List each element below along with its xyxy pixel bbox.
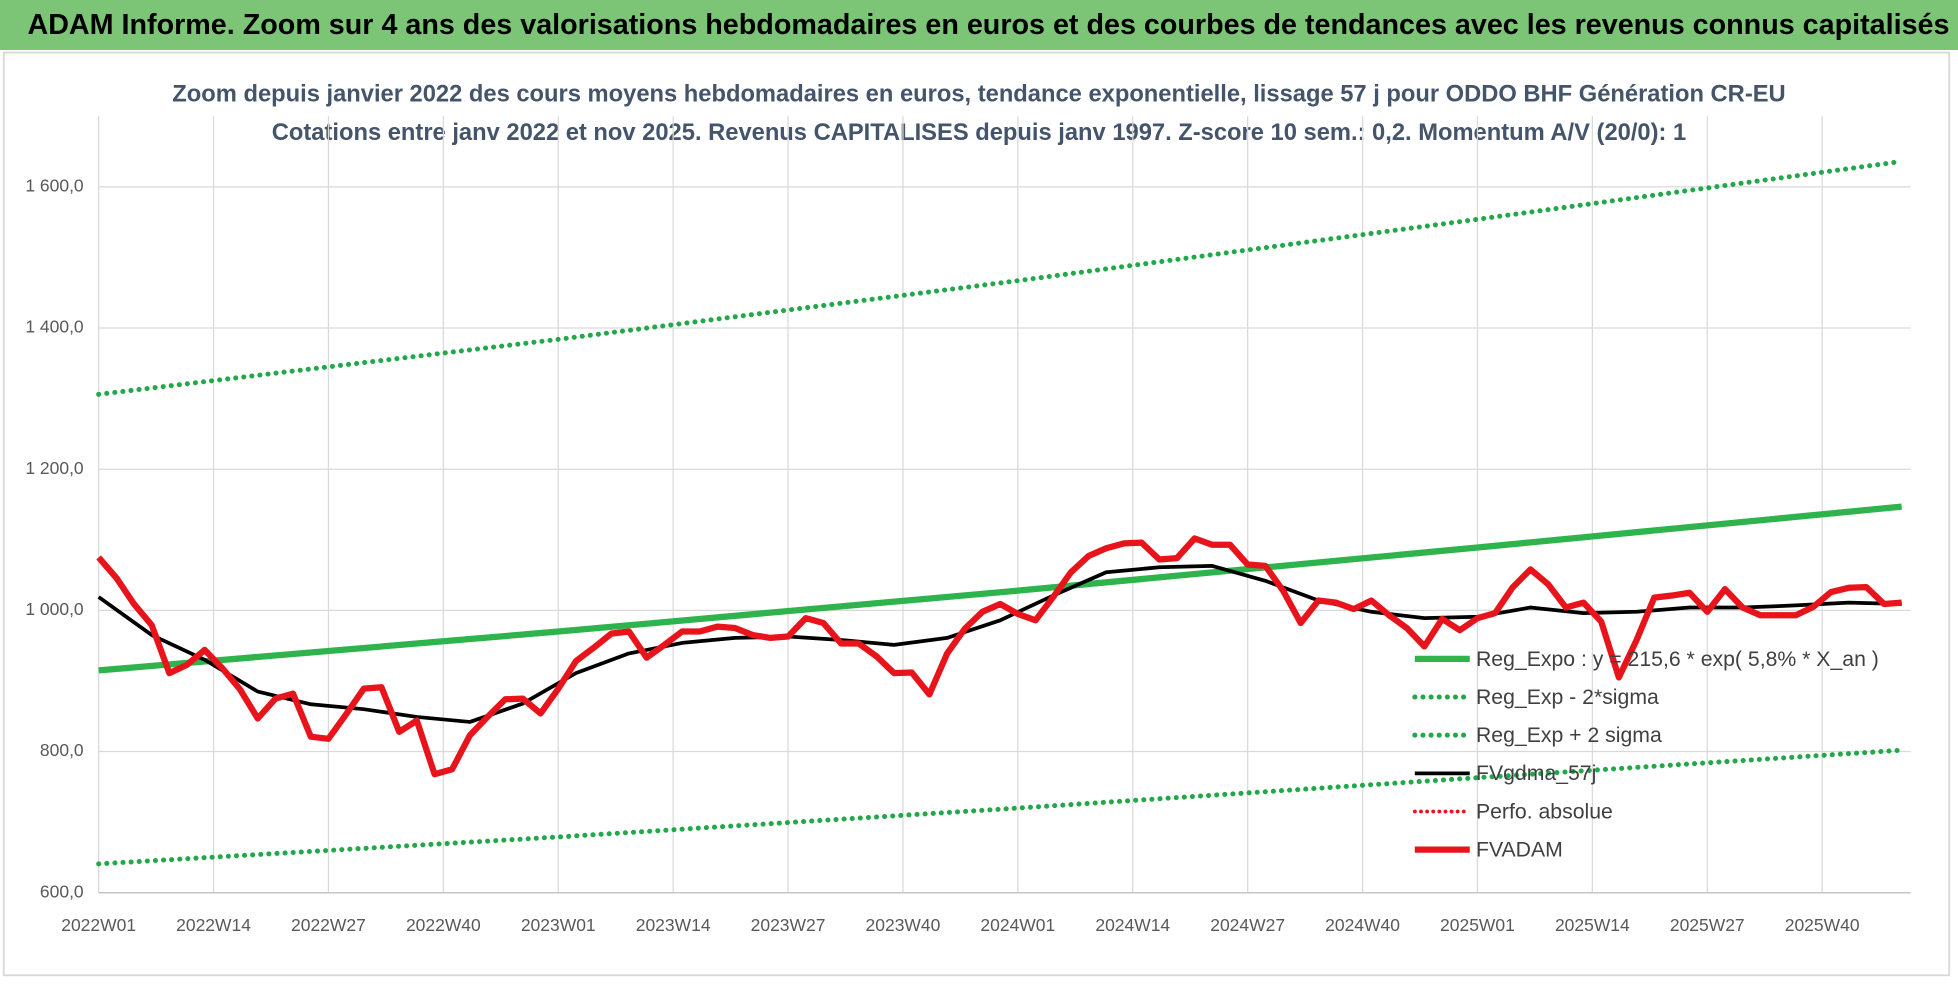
legend-label: Perfo. absolue	[1476, 799, 1613, 823]
x-tick-label: 2024W40	[1325, 915, 1400, 935]
legend-label: Reg_Exp - 2*sigma	[1476, 685, 1659, 709]
x-tick-label: 2023W40	[866, 915, 941, 935]
x-tick-label: 2023W27	[751, 915, 826, 935]
x-tick-label: 2025W27	[1670, 915, 1745, 935]
x-tick-label: 2022W40	[406, 915, 481, 935]
legend-label: Reg_Expo : y = 215,6 * exp( 5,8% * X_an …	[1476, 647, 1879, 671]
series-line	[96, 535, 1902, 778]
series-line	[96, 747, 1905, 867]
y-tick-label: 1 000,0	[25, 599, 84, 619]
series-line	[97, 564, 1902, 724]
legend-label: FVADAM	[1476, 837, 1563, 861]
y-tick-label: 600,0	[40, 881, 84, 901]
x-tick-label: 2024W27	[1210, 915, 1285, 935]
x-tick-label: 2025W40	[1785, 915, 1860, 935]
legend-label: Reg_Exp + 2 sigma	[1476, 723, 1662, 747]
x-tick-label: 2024W01	[980, 915, 1055, 935]
y-tick-label: 1 400,0	[25, 317, 84, 337]
chart-title: Zoom depuis janvier 2022 des cours moyen…	[172, 81, 1785, 107]
chart-subtitle: Cotations entre janv 2022 et nov 2025. R…	[272, 120, 1686, 146]
x-tick-label: 2023W14	[636, 915, 711, 935]
y-tick-label: 800,0	[40, 740, 84, 760]
x-tick-label: 2022W27	[291, 915, 366, 935]
chart-frame	[2, 51, 1951, 977]
legend-label: FVgdma_57j	[1476, 761, 1596, 785]
x-tick-label: 2023W01	[521, 915, 596, 935]
x-tick-label: 2022W14	[176, 915, 251, 935]
y-tick-label: 1 200,0	[25, 458, 84, 478]
x-tick-label: 2025W01	[1440, 915, 1515, 935]
x-tick-label: 2022W01	[61, 915, 136, 935]
y-tick-label: 1 600,0	[25, 175, 84, 195]
series-line	[98, 503, 1902, 674]
series-line	[96, 158, 1905, 397]
x-tick-label: 2025W14	[1555, 915, 1630, 935]
banner-title: ADAM Informe. Zoom sur 4 ans des valoris…	[27, 9, 1949, 41]
x-tick-label: 2024W14	[1095, 915, 1170, 935]
banner	[0, 0, 1958, 51]
